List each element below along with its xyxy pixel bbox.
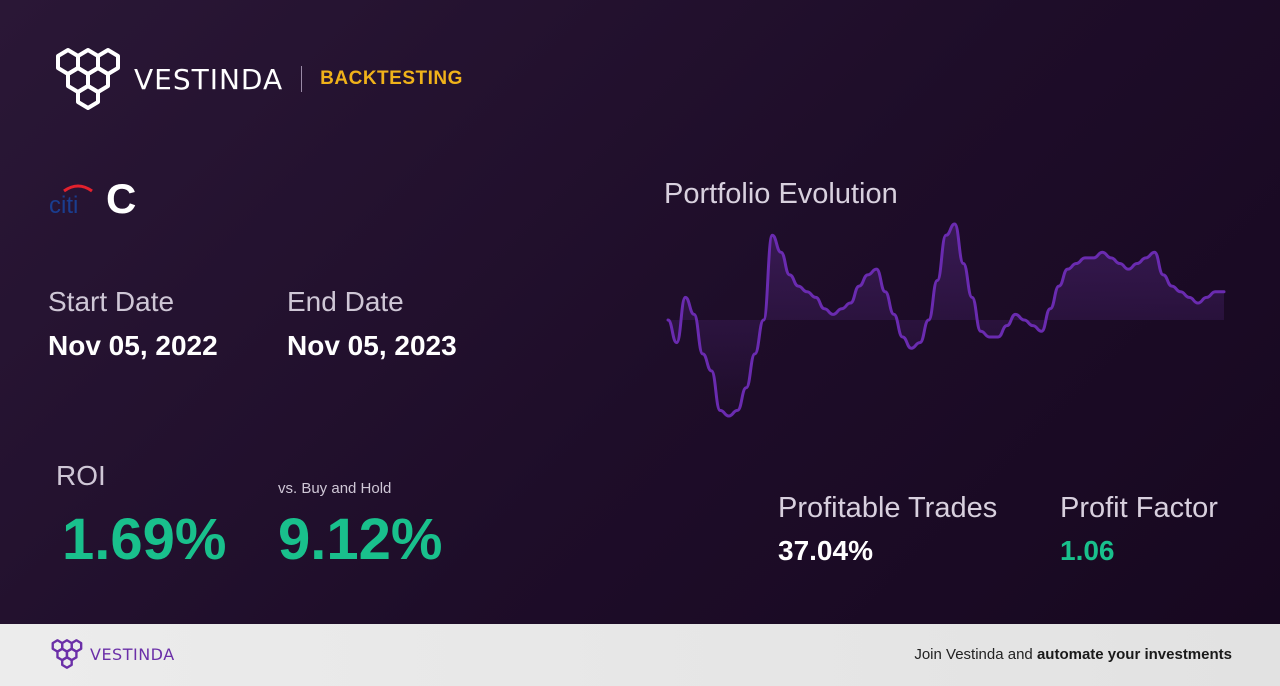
chart-area [668, 224, 1224, 416]
roi-label: ROI [56, 460, 106, 491]
ticker-symbol: C [106, 175, 137, 222]
portfolio-chart [666, 222, 1226, 418]
end-date-block: End Date Nov 05, 2023 [287, 286, 457, 362]
footer: VESTINDA Join Vestinda and automate your… [0, 624, 1280, 686]
footer-brand-name: VESTINDA [90, 644, 175, 664]
vestinda-logo-icon [56, 48, 120, 110]
roi-value: 1.69% [62, 507, 227, 572]
footer-cta[interactable]: Join Vestinda and automate your investme… [914, 646, 1232, 663]
buy-hold-label: vs. Buy and Hold [278, 480, 392, 497]
backtest-card: VESTINDA BACKTESTING citi C Start Date N… [0, 0, 1280, 624]
footer-cta-bold: automate your investments [1036, 646, 1232, 663]
start-date-block: Start Date Nov 05, 2022 [48, 286, 218, 362]
citi-logo-text: citi [49, 192, 78, 219]
ticker: citi C [48, 178, 136, 220]
chart-title: Portfolio Evolution [664, 178, 898, 210]
end-date-value: Nov 05, 2023 [287, 330, 457, 361]
citi-logo-icon: citi [49, 184, 93, 219]
profit-factor-label: Profit Factor [1060, 492, 1218, 524]
brand-tag: BACKTESTING [320, 68, 463, 89]
start-date-value: Nov 05, 2022 [48, 330, 218, 361]
start-date-label: Start Date [48, 286, 175, 317]
footer-cta-prefix: Join Vestinda and [914, 646, 1037, 663]
brand-header: VESTINDA BACKTESTING [48, 46, 463, 112]
profit-factor-value: 1.06 [1060, 535, 1115, 566]
buy-hold-value: 9.12% [278, 507, 443, 572]
chart-series-line [666, 222, 1226, 418]
brand-name: VESTINDA [134, 62, 284, 96]
end-date-label: End Date [287, 286, 404, 317]
profit-factor-block: Profit Factor 1.06 [1060, 492, 1218, 567]
footer-brand[interactable]: VESTINDA [48, 638, 175, 670]
vestinda-logo-icon [51, 639, 83, 669]
brand-divider [301, 66, 303, 92]
profitable-trades-block: Profitable Trades 37.04% [778, 492, 997, 567]
profitable-trades-label: Profitable Trades [778, 492, 998, 524]
profitable-trades-value: 37.04% [778, 535, 873, 566]
